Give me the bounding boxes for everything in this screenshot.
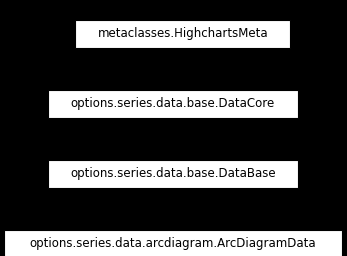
FancyBboxPatch shape [4, 230, 342, 256]
FancyBboxPatch shape [48, 160, 298, 188]
FancyBboxPatch shape [76, 20, 290, 48]
FancyBboxPatch shape [48, 90, 298, 118]
Text: options.series.data.arcdiagram.ArcDiagramData: options.series.data.arcdiagram.ArcDiagra… [30, 238, 316, 251]
Text: options.series.data.base.DataBase: options.series.data.base.DataBase [70, 167, 276, 180]
Text: metaclasses.HighchartsMeta: metaclasses.HighchartsMeta [98, 27, 268, 40]
Text: options.series.data.base.DataCore: options.series.data.base.DataCore [71, 98, 275, 111]
